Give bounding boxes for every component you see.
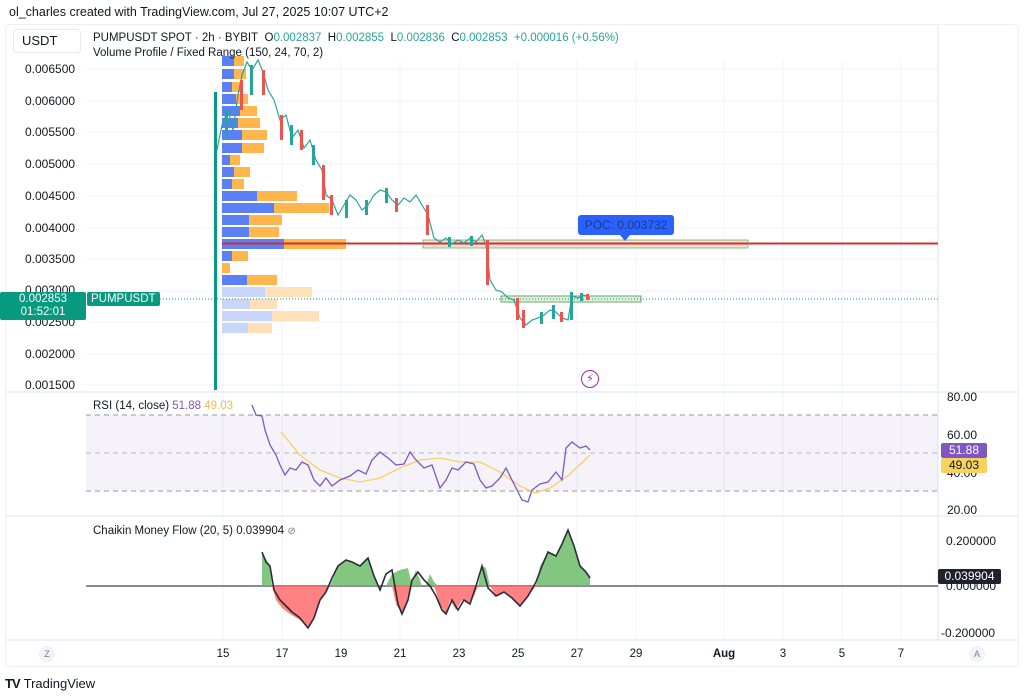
time-tick: 15 — [216, 648, 230, 660]
cmf-line — [261, 527, 591, 630]
symbol-name[interactable]: PUMPUSDT SPOT · 2h · BYBIT — [93, 32, 259, 44]
high-value: 0.002855 — [336, 32, 385, 44]
zoom-toggle-button[interactable]: Z — [39, 646, 55, 662]
cmf-tick: -0.200000 — [941, 626, 996, 640]
time-tick: 23 — [452, 648, 466, 660]
rsi-tick: 20.00 — [947, 503, 978, 517]
price-tick: 0.003500 — [25, 252, 76, 266]
time-tick: 27 — [570, 648, 584, 660]
time-tick: 19 — [334, 648, 348, 660]
auto-scale-button[interactable]: A — [969, 646, 985, 662]
chart-credit: ol_charles created with TradingView.com,… — [9, 5, 389, 19]
lightning-icon[interactable]: ⚡ — [581, 370, 599, 388]
rsi-legend[interactable]: RSI (14, close) 51.88 49.03 — [93, 400, 234, 412]
rsi-ma-badge: 49.03 — [941, 458, 987, 473]
time-tick-month: Aug — [712, 648, 736, 660]
tradingview-logo-icon: TV — [5, 676, 21, 691]
rsi-ma-value: 49.03 — [204, 400, 234, 412]
time-tick: 21 — [393, 648, 407, 660]
symbol-price-tag: PUMPUSDT — [87, 292, 160, 306]
price-tick: 0.004000 — [25, 221, 76, 235]
time-tick: 17 — [275, 648, 289, 660]
price-tick: 0.005000 — [25, 157, 76, 171]
time-tick: 5 — [838, 648, 846, 660]
cmf-tick: 0.200000 — [946, 534, 997, 548]
rsi-ma-line — [280, 431, 591, 494]
volume-profile-legend[interactable]: Volume Profile / Fixed Range (150, 24, 7… — [93, 47, 324, 59]
time-tick: 7 — [897, 648, 905, 660]
symbol-legend: PUMPUSDT SPOT · 2h · BYBIT O0.002837 H0.… — [93, 32, 619, 44]
rsi-tick: 80.00 — [947, 390, 978, 404]
poc-label: POC: 0.003732 — [578, 215, 674, 235]
poc-pointer — [620, 235, 630, 241]
change-value: +0.000016 (+0.56%) — [513, 32, 619, 44]
hide-icon[interactable]: ⊘ — [287, 526, 296, 537]
cmf-negative-area — [272, 586, 536, 628]
price-tick: 0.005500 — [25, 125, 76, 139]
price-tick: 0.006000 — [25, 94, 76, 108]
low-value: 0.002836 — [396, 32, 445, 44]
rsi-tick: 60.00 — [947, 428, 978, 442]
price-tick: 0.001500 — [25, 378, 76, 392]
close-value: 0.002853 — [459, 32, 508, 44]
cmf-positive-area — [262, 530, 590, 586]
time-tick: 29 — [629, 648, 643, 660]
price-tick: 0.006500 — [25, 62, 76, 76]
rsi-value-badge: 51.88 — [941, 443, 987, 458]
price-tick: 0.002000 — [25, 347, 76, 361]
currency-selector[interactable]: USDT — [13, 29, 81, 53]
last-price-value: 0.002853 — [19, 293, 67, 305]
time-tick: 3 — [779, 648, 787, 660]
cmf-legend[interactable]: Chaikin Money Flow (20, 5) 0.039904 ⊘ — [93, 525, 296, 537]
open-value: 0.002837 — [273, 32, 322, 44]
time-tick: 25 — [511, 648, 525, 660]
price-tick: 0.004500 — [25, 189, 76, 203]
chart-frame — [5, 24, 1019, 667]
last-price-label: 0.002853 01:52:01 — [0, 292, 86, 320]
cmf-value: 0.039904 — [236, 525, 285, 537]
rsi-line — [251, 404, 591, 503]
rsi-value: 51.88 — [172, 400, 202, 412]
cmf-value-badge: 0.039904 — [938, 569, 1001, 584]
bar-countdown: 01:52:01 — [20, 306, 66, 318]
tradingview-logo: TV TradingView — [5, 676, 96, 691]
